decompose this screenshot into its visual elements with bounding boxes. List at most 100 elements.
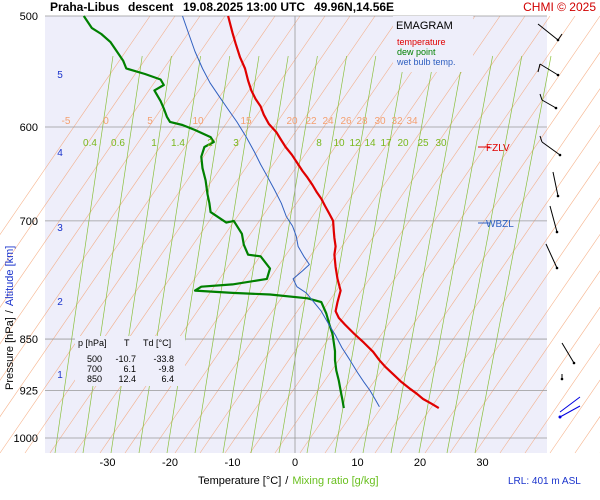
table-header-td: Td [°C] bbox=[143, 338, 171, 348]
wind-barb-surface bbox=[559, 396, 581, 418]
wind-barb bbox=[545, 243, 558, 269]
mixing-ratio-label: 14 bbox=[364, 138, 376, 149]
isotherm-line bbox=[374, 124, 600, 454]
pressure-tick-label: 850 bbox=[20, 334, 38, 346]
mixing-ratio-label: 10 bbox=[333, 138, 345, 149]
temperature-tick-label: -10 bbox=[225, 457, 241, 469]
temperature-line bbox=[227, 15, 440, 410]
pressure-tick-labels: 500 600 700 850 925 1000 bbox=[14, 11, 38, 445]
mixing-ratio-line bbox=[194, 55, 260, 454]
isotherm-line bbox=[149, 15, 451, 454]
table-cell: -9.8 bbox=[158, 364, 174, 374]
isotherm-label: 34 bbox=[406, 116, 418, 127]
isotherm-line bbox=[499, 306, 600, 454]
mixing-ratio-line bbox=[138, 55, 201, 454]
table-cell: 850 bbox=[87, 374, 102, 384]
isotherm-line bbox=[0, 15, 251, 381]
wind-barb bbox=[539, 93, 557, 109]
table-cell: 700 bbox=[87, 364, 102, 374]
grid bbox=[45, 15, 547, 453]
sounding-mode: descent bbox=[128, 0, 174, 14]
mixing-ratio-label: 1 bbox=[151, 138, 157, 149]
isotherm-label: -5 bbox=[62, 116, 71, 127]
isotherm-label: 26 bbox=[340, 116, 352, 127]
table-cell: 12.4 bbox=[118, 374, 136, 384]
isotherm-line bbox=[524, 343, 600, 454]
mixing-ratio-labels: 0.4 0.6 1 1.4 2 3 8 10 12 14 17 20 25 30 bbox=[83, 138, 447, 149]
mixing-ratio-label: 1.4 bbox=[171, 138, 185, 149]
wind-barb bbox=[537, 63, 559, 76]
copyright: CHMI © 2025 bbox=[523, 0, 596, 14]
isotherm-line bbox=[0, 15, 276, 418]
pressure-tick-label: 700 bbox=[20, 216, 38, 228]
isotherm-label: 24 bbox=[322, 116, 334, 127]
isotherm-label: 5 bbox=[147, 116, 153, 127]
mixing-ratio-lines bbox=[54, 55, 552, 454]
mixing-ratio-label: 0.4 bbox=[83, 138, 97, 149]
legend-title: EMAGRAM bbox=[396, 20, 453, 32]
isotherm-label: 28 bbox=[356, 116, 368, 127]
wind-barb bbox=[549, 205, 558, 233]
y-axis-label: Pressure [hPa]/Altitude [km] bbox=[4, 246, 16, 390]
temperature-tick-label: 20 bbox=[414, 457, 426, 469]
temperature-tick-label: -20 bbox=[162, 457, 178, 469]
mixing-ratio-line bbox=[446, 55, 523, 454]
mixing-ratio-label: 3 bbox=[233, 138, 239, 149]
x-axis-label: Temperature [°C] / Mixing ratio [g/kg] bbox=[198, 475, 379, 487]
wind-barb-dots bbox=[554, 38, 576, 419]
altitude-tick-label: 5 bbox=[57, 70, 63, 81]
altitude-tick-label: 1 bbox=[57, 370, 63, 381]
fzlv-label: FZLV bbox=[486, 143, 510, 154]
mixing-ratio-label: 8 bbox=[316, 138, 322, 149]
legend-wetbulb: wet bulb temp. bbox=[396, 57, 456, 67]
data-table: p [hPa] T Td [°C] 500 -10.7 -33.8 700 6.… bbox=[75, 336, 185, 386]
isotherm-line bbox=[174, 15, 476, 454]
mixing-ratio-line bbox=[418, 55, 493, 454]
isotherm-line bbox=[449, 233, 600, 454]
mixing-ratio-line bbox=[54, 55, 114, 454]
isotherm-line bbox=[0, 15, 201, 308]
isotherm-line bbox=[274, 15, 576, 454]
isotherm-line bbox=[299, 15, 600, 454]
isotherm-line bbox=[0, 15, 176, 272]
isotherm-line bbox=[399, 161, 600, 454]
pressure-tick-label: 925 bbox=[20, 386, 38, 398]
isotherm-line bbox=[199, 15, 501, 454]
isotherm-label: 30 bbox=[374, 116, 386, 127]
mixing-ratio-line bbox=[306, 55, 377, 454]
altitude-tick-labels: 5 4 3 2 1 bbox=[57, 70, 63, 381]
table-cell: 500 bbox=[87, 354, 102, 364]
isotherm-label: 20 bbox=[286, 116, 298, 127]
chart-header: Praha-Libus descent 19.08.2025 13:00 UTC… bbox=[0, 0, 600, 16]
isotherm-line bbox=[0, 15, 151, 236]
station-coords: 49.96N,14.56E bbox=[314, 0, 395, 14]
station-name: Praha-Libus bbox=[50, 0, 120, 14]
mixing-ratio-label: 30 bbox=[435, 138, 447, 149]
altitude-tick-label: 2 bbox=[57, 297, 63, 308]
mixing-ratio-line bbox=[334, 55, 406, 454]
table-header-p: p [hPa] bbox=[78, 338, 107, 348]
table-cell: -33.8 bbox=[153, 354, 174, 364]
mixing-ratio-line bbox=[278, 55, 347, 454]
wind-barb bbox=[552, 171, 559, 197]
pressure-tick-label: 1000 bbox=[14, 433, 38, 445]
isotherm-line bbox=[0, 15, 226, 345]
mixing-ratio-label: 12 bbox=[349, 138, 361, 149]
table-cell: 6.4 bbox=[161, 374, 174, 384]
temperature-tick-label: 10 bbox=[351, 457, 363, 469]
mixing-ratio-label: 2 bbox=[207, 138, 213, 149]
temperature-tick-labels: -30 -20 -10 0 10 20 30 bbox=[100, 457, 489, 469]
mixing-ratio-label: 20 bbox=[397, 138, 409, 149]
mixing-ratio-label: 17 bbox=[380, 138, 392, 149]
table-header-t: T bbox=[124, 338, 130, 348]
isotherm-line bbox=[324, 51, 600, 454]
isotherm-line bbox=[474, 270, 600, 454]
isotherm-line bbox=[224, 15, 526, 454]
mixing-ratio-line bbox=[390, 55, 464, 454]
sounding-datetime: 19.08.2025 13:00 UTC bbox=[183, 0, 306, 14]
isotherm-label: 15 bbox=[240, 116, 252, 127]
lrl-label: LRL: 401 m ASL bbox=[508, 476, 581, 487]
isotherm-line bbox=[424, 197, 600, 454]
temperature-tick-label: 30 bbox=[476, 457, 488, 469]
temperature-tick-label: -30 bbox=[100, 457, 116, 469]
